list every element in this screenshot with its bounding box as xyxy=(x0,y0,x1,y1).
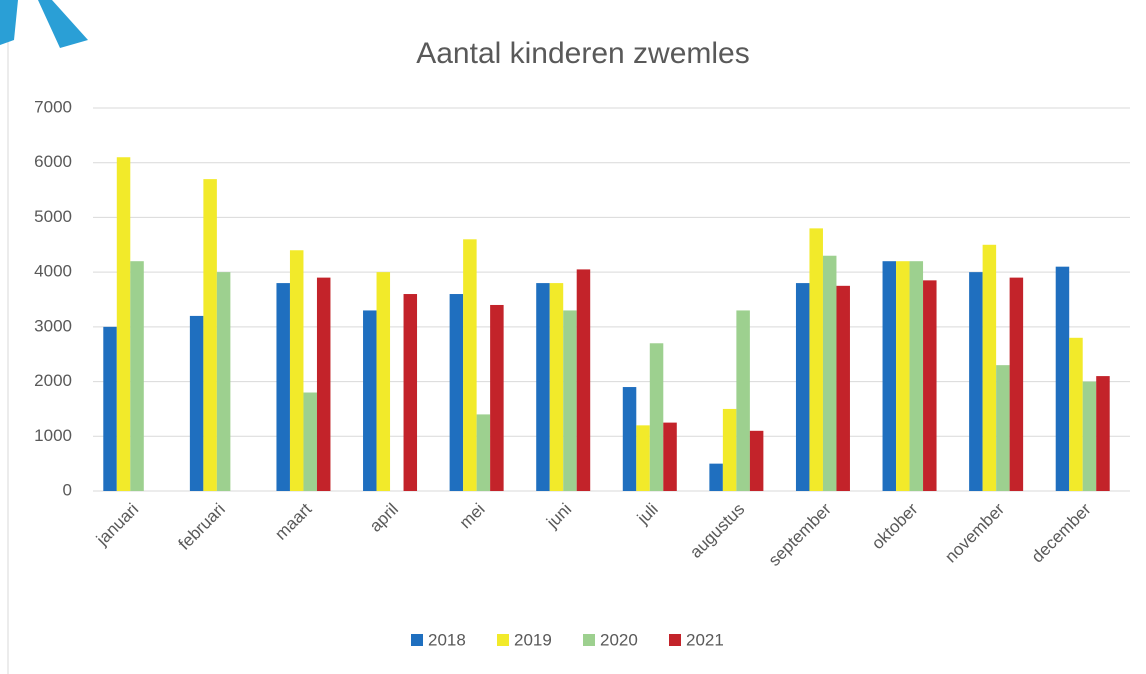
bar xyxy=(303,392,317,491)
bar xyxy=(289,250,304,491)
bar xyxy=(836,285,850,491)
x-tick-label: november xyxy=(941,499,1008,566)
x-tick-label: december xyxy=(1028,499,1095,566)
bar xyxy=(563,310,577,491)
bar xyxy=(736,310,750,491)
bar xyxy=(996,365,1010,491)
y-tick-label: 0 xyxy=(63,480,72,499)
legend-label: 2021 xyxy=(686,630,724,649)
bar xyxy=(1055,266,1070,491)
bar xyxy=(822,255,837,491)
bar xyxy=(1082,381,1097,491)
y-tick-label: 2000 xyxy=(34,371,72,390)
y-tick-label: 6000 xyxy=(34,152,72,171)
x-tick-label: april xyxy=(366,500,402,536)
bar xyxy=(276,283,290,491)
bar xyxy=(969,272,983,491)
y-tick-label: 4000 xyxy=(34,262,72,281)
bar xyxy=(722,408,737,491)
x-tick-label: februari xyxy=(175,500,229,554)
bar xyxy=(809,228,823,491)
bar xyxy=(649,343,664,491)
bar xyxy=(216,272,231,491)
y-tick-label: 5000 xyxy=(34,207,72,226)
bar xyxy=(749,430,764,491)
bar xyxy=(882,261,897,491)
y-tick-label: 1000 xyxy=(34,426,72,445)
bar xyxy=(189,315,204,491)
bar xyxy=(982,244,997,491)
bar xyxy=(622,387,637,491)
bar xyxy=(490,304,504,491)
bar xyxy=(576,269,591,491)
bar xyxy=(1009,277,1024,491)
y-tick-label: 7000 xyxy=(34,97,72,116)
bar xyxy=(709,463,723,491)
bar xyxy=(316,277,331,491)
bar xyxy=(203,179,217,491)
chart-title: Aantal kinderen zwemles xyxy=(416,37,750,70)
bar xyxy=(403,294,418,491)
flipper-icon xyxy=(0,0,18,45)
x-tick-label: augustus xyxy=(686,500,748,562)
legend-swatch xyxy=(497,634,509,646)
x-tick-label: januari xyxy=(92,500,142,550)
bar xyxy=(909,261,924,491)
flipper-icon xyxy=(38,0,88,48)
bar xyxy=(896,261,910,491)
bar xyxy=(636,425,650,491)
bar xyxy=(376,272,391,491)
x-tick-label: september xyxy=(765,499,835,569)
bar xyxy=(463,239,477,491)
y-tick-label: 3000 xyxy=(34,316,72,335)
x-tick-label: maart xyxy=(271,499,315,543)
x-tick-label: juli xyxy=(633,500,662,529)
bar xyxy=(476,414,491,491)
bar xyxy=(795,283,810,491)
legend-swatch xyxy=(583,634,595,646)
legend-swatch xyxy=(411,634,423,646)
bar xyxy=(1096,376,1110,491)
x-tick-label: juni xyxy=(542,500,575,533)
bar xyxy=(1069,337,1083,491)
bar xyxy=(549,283,564,491)
legend-label: 2019 xyxy=(514,630,552,649)
bar xyxy=(130,261,144,491)
x-tick-label: mei xyxy=(456,500,489,533)
bar xyxy=(363,310,377,491)
bar xyxy=(536,283,550,491)
legend-label: 2018 xyxy=(428,630,466,649)
bar xyxy=(449,294,464,491)
legend-label: 2020 xyxy=(600,630,638,649)
bar xyxy=(103,326,117,491)
x-tick-label: oktober xyxy=(868,499,922,553)
bar xyxy=(116,157,131,491)
legend-swatch xyxy=(669,634,681,646)
bar xyxy=(663,422,677,491)
bar xyxy=(923,280,937,491)
